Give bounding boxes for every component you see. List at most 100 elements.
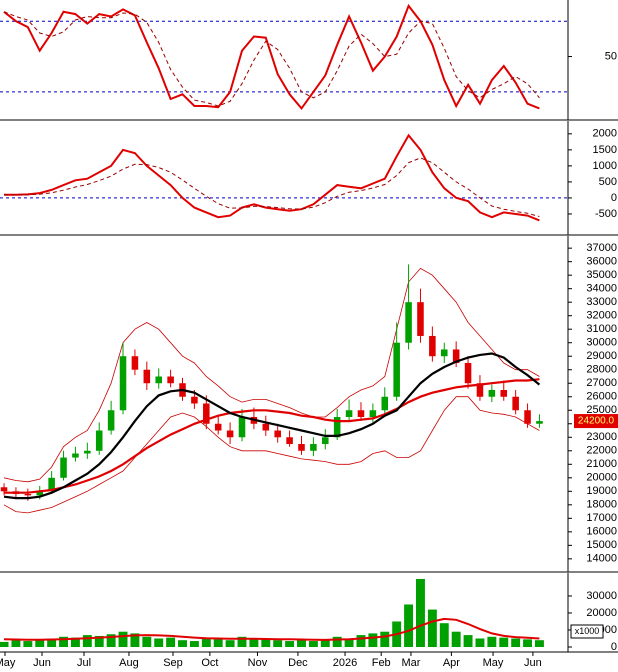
- volume-bar: [320, 640, 330, 648]
- volume-bar: [297, 640, 306, 648]
- volume-bar: [213, 639, 223, 648]
- candle-body: [143, 369, 151, 384]
- x-tick-label: May: [0, 657, 16, 669]
- y-tick-label: 23000: [586, 431, 617, 443]
- volume-bar: [166, 637, 176, 648]
- volume-bar: [11, 640, 21, 648]
- y-tick-label: 1000: [593, 160, 617, 172]
- y-tick-label: 500: [599, 176, 617, 188]
- unit-box: [570, 624, 604, 639]
- candle-body: [274, 430, 281, 438]
- indicator-line: [3, 352, 541, 500]
- candle-body: [191, 396, 198, 404]
- indicator-line: [4, 157, 540, 217]
- candle-body: [393, 342, 400, 397]
- volume-bar: [35, 639, 45, 648]
- y-tick-label: 29000: [586, 350, 617, 362]
- volume-bar: [475, 638, 485, 648]
- y-tick-label: 32000: [586, 310, 617, 322]
- volume-bar: [273, 640, 283, 648]
- x-tick-label: Oct: [201, 657, 218, 669]
- y-tick-label: 36000: [586, 256, 617, 268]
- indicator-line: [4, 378, 540, 494]
- candle-body: [60, 457, 67, 478]
- candle-body: [345, 410, 353, 418]
- indicator-line: [3, 3, 540, 111]
- candle-body: [24, 494, 32, 496]
- candle-body: [476, 383, 484, 397]
- y-tick-label: 35000: [586, 269, 617, 281]
- candle-body: [500, 389, 508, 397]
- volume-bar: [523, 639, 533, 648]
- candle-body: [417, 302, 424, 336]
- candle-body: [524, 410, 531, 424]
- y-tick-label: 15000: [586, 539, 617, 551]
- volume-bar: [201, 638, 211, 648]
- volume-bar: [332, 636, 342, 648]
- candle-body: [488, 389, 496, 397]
- y-tick-label: 21000: [586, 458, 617, 470]
- volume-bar: [59, 636, 68, 648]
- volume-bar: [285, 641, 295, 648]
- y-tick-label: 18000: [586, 499, 617, 511]
- x-tick-label: May: [483, 657, 504, 669]
- y-tick-label: 14000: [586, 553, 617, 565]
- x-tick-label: Dec: [288, 657, 308, 669]
- volume-bar: [23, 641, 33, 648]
- y-tick-label: 25000: [586, 404, 617, 416]
- last-price-box: [574, 414, 618, 429]
- volume-bar: [463, 635, 473, 648]
- indicator-line: [3, 267, 540, 483]
- x-tick-label: Nov: [248, 657, 268, 669]
- x-tick-label: Jul: [77, 657, 91, 669]
- volume-bar: [404, 604, 414, 648]
- candle-body: [107, 410, 115, 431]
- x-tick-label: Jun: [33, 657, 51, 669]
- x-tick-label: 2026: [333, 657, 357, 669]
- volume-bar: [106, 634, 116, 648]
- candle-body: [333, 417, 341, 438]
- y-tick-label: 26000: [586, 391, 617, 403]
- candle-body: [512, 396, 519, 411]
- y-tick-label: 30000: [586, 337, 617, 349]
- volume-bar: [356, 635, 366, 648]
- volume-bar: [511, 638, 521, 648]
- candle-body: [119, 356, 127, 411]
- candle-body: [357, 410, 365, 418]
- volume-ma-line: [3, 617, 540, 641]
- x-tick-label: Sep: [163, 657, 183, 669]
- x-tick-label: Apr: [443, 657, 460, 669]
- candle-body: [452, 349, 460, 363]
- y-tick-label: 17000: [586, 512, 617, 524]
- y-tick-label: 16000: [586, 526, 617, 538]
- y-tick-label: 20000: [586, 472, 617, 484]
- volume-bar: [130, 633, 140, 648]
- candle-body: [238, 417, 246, 438]
- volume-bar: [499, 637, 509, 648]
- x-tick-label: Feb: [372, 657, 391, 669]
- y-tick-label: 30000: [586, 590, 617, 602]
- candle-body: [310, 444, 317, 451]
- volume-bar: [416, 578, 425, 648]
- candle-body: [286, 437, 293, 445]
- volume-bar: [427, 609, 437, 648]
- y-tick-label: 22000: [586, 445, 617, 457]
- y-tick-label: 31000: [586, 323, 617, 335]
- candle-body: [203, 403, 210, 424]
- candle-body: [84, 450, 91, 454]
- candle-body: [95, 430, 103, 451]
- volume-bar: [154, 638, 164, 648]
- volume-bar: [82, 635, 92, 648]
- candle-body: [167, 376, 174, 384]
- volume-bar: [94, 635, 104, 648]
- candle-body: [155, 376, 162, 384]
- candle-body: [440, 349, 448, 357]
- y-tick-label: 0: [611, 641, 617, 653]
- volume-bar: [368, 633, 378, 648]
- last-price-label: 24200.0: [578, 416, 615, 427]
- volume-bar: [225, 640, 235, 648]
- y-tick-label: 1500: [593, 144, 617, 156]
- volume-bar: [439, 623, 449, 648]
- y-tick-label: 27000: [586, 377, 617, 389]
